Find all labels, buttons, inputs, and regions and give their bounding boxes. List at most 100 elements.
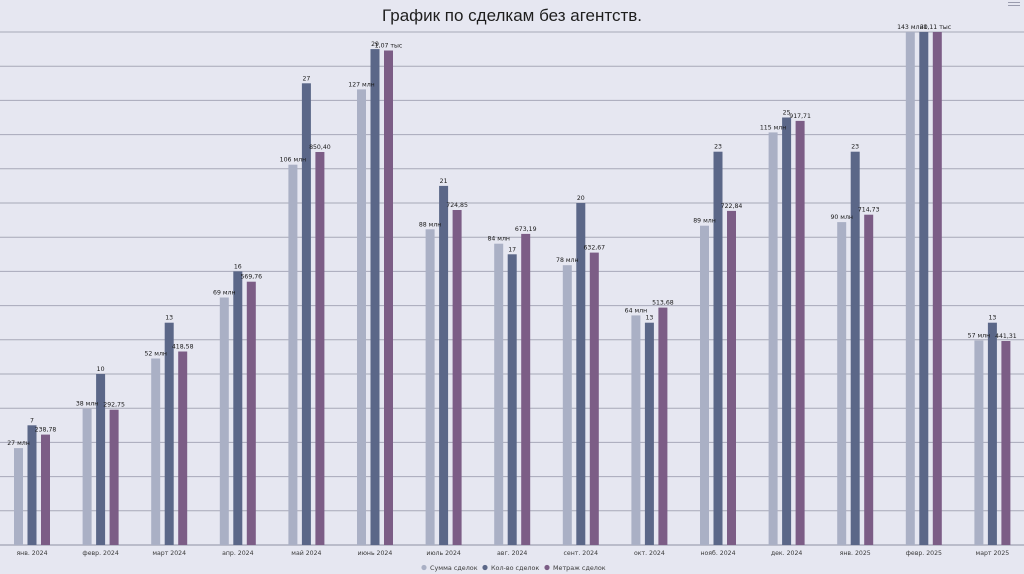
bar-sum — [82, 408, 92, 545]
bar-sum — [768, 132, 778, 545]
data-label: 13 — [645, 315, 653, 322]
bar-sum — [905, 32, 915, 545]
data-label: 88 млн — [419, 221, 442, 228]
data-label: 850,40 — [309, 144, 331, 151]
bar-area — [727, 210, 736, 545]
data-label: 17 — [508, 246, 516, 253]
bars — [14, 32, 1011, 546]
legend[interactable]: Сумма сделок Кол-во сделок Метраж сделок — [421, 564, 606, 572]
bar-area — [658, 307, 668, 545]
data-label: 69 млн — [213, 290, 236, 297]
bar-count — [301, 83, 311, 546]
legend-label: Сумма сделок — [430, 564, 478, 572]
x-tick-label: май 2024 — [291, 549, 321, 557]
data-label: 1,07 тыс — [375, 43, 403, 50]
data-label: 10 — [97, 366, 105, 373]
bar-area — [932, 32, 942, 545]
data-label: 84 млн — [487, 236, 510, 243]
bar-area — [178, 351, 188, 545]
bar-sum — [974, 340, 984, 545]
legend-marker — [482, 564, 488, 571]
chart-title: График по сделкам без агентств. — [382, 6, 642, 25]
data-label: 57 млн — [968, 333, 991, 340]
x-tick-label: март 2025 — [976, 550, 1010, 557]
bar-sum — [14, 448, 23, 545]
data-label: 1,11 тыс — [923, 24, 951, 31]
data-label: 25 — [783, 110, 791, 117]
data-label: 13 — [988, 315, 996, 322]
bar-area — [795, 120, 805, 546]
bar-count — [850, 151, 860, 545]
data-label: 106 млн — [280, 157, 306, 164]
x-tick-label: июнь 2024 — [358, 550, 393, 557]
legend-label: Кол-во сделок — [491, 564, 539, 572]
data-label: 90 млн — [830, 214, 853, 221]
data-label: 143 млн — [897, 24, 923, 31]
bar-sum — [700, 225, 709, 545]
data-label: 115 млн — [760, 124, 786, 131]
data-label: 38 млн — [76, 401, 99, 408]
bar-count — [507, 254, 517, 546]
legend-label: Метраж сделок — [553, 564, 606, 572]
bar-sum — [219, 297, 229, 545]
data-label: 513,68 — [652, 300, 674, 307]
bar-area — [246, 281, 256, 545]
x-tick-label: авг. 2024 — [497, 550, 527, 557]
data-label: 78 млн — [556, 257, 579, 264]
bar-sum — [151, 358, 161, 545]
data-label: 292,75 — [103, 402, 125, 409]
bar-count — [370, 49, 380, 545]
data-label: 29 — [371, 41, 379, 48]
data-label: 7 — [30, 417, 34, 424]
bar-sum — [631, 315, 641, 545]
data-label: 673,19 — [515, 226, 537, 233]
menu-icon[interactable] — [1008, 0, 1020, 10]
bar-count — [644, 322, 654, 545]
x-tick-label: янв. 2024 — [16, 550, 47, 557]
bar-sum — [425, 229, 435, 546]
data-label: 714,73 — [858, 207, 880, 214]
data-label: 418,58 — [172, 344, 194, 351]
data-label: 13 — [165, 315, 173, 322]
data-label: 724,85 — [446, 202, 468, 209]
data-label: 238,78 — [35, 427, 57, 434]
data-label: 89 млн — [693, 218, 716, 225]
data-label: 632,67 — [583, 245, 605, 252]
legend-marker — [544, 564, 550, 571]
data-label: 64 млн — [625, 307, 648, 314]
x-tick-label: дек. 2024 — [771, 550, 803, 557]
x-tick-label: март 2024 — [152, 550, 186, 557]
x-tick-label: февр. 2025 — [906, 550, 942, 557]
bar-area — [452, 210, 462, 545]
bar-count — [96, 374, 106, 545]
data-label: 569,76 — [240, 274, 262, 281]
data-label: 917,71 — [789, 113, 811, 120]
x-tick-label: июль 2024 — [426, 550, 461, 557]
x-tick-label: сент. 2024 — [564, 550, 599, 557]
bar-count — [713, 151, 723, 545]
bar-sum — [357, 89, 366, 546]
x-tick-label: февр. 2024 — [82, 550, 118, 557]
bar-area — [1001, 341, 1011, 545]
data-label: 30 — [920, 24, 928, 31]
bar-area — [521, 233, 531, 545]
data-label: 16 — [234, 263, 242, 270]
x-axis: янв. 2024 февр. 2024 март 2024 апр. 2024 май… — [16, 549, 1009, 557]
data-label: 27 — [302, 75, 310, 82]
data-label: 127 млн — [348, 81, 374, 88]
bar-count — [987, 322, 997, 545]
data-label: 23 — [851, 144, 859, 151]
bar-area — [589, 252, 599, 545]
data-label: 441,31 — [995, 333, 1017, 340]
bar-count — [233, 271, 243, 545]
bar-area — [109, 409, 119, 545]
x-tick-label: янв. 2025 — [840, 550, 871, 557]
data-label: 27 млн — [7, 440, 30, 447]
data-label: 52 млн — [144, 351, 167, 358]
data-label: 23 — [714, 144, 722, 151]
bar-sum — [562, 265, 572, 545]
bar-count — [782, 117, 792, 545]
bar-area — [315, 152, 325, 545]
data-label: 21 — [440, 178, 448, 185]
